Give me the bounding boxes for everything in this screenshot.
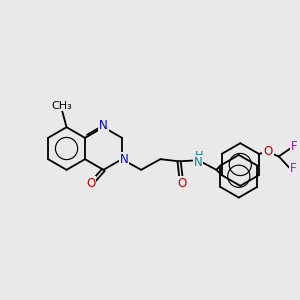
Text: N: N	[99, 119, 108, 132]
Text: F: F	[291, 140, 298, 153]
Text: N: N	[120, 153, 128, 166]
Text: H: H	[194, 151, 203, 161]
Text: O: O	[263, 145, 273, 158]
Text: O: O	[86, 177, 95, 190]
Text: N: N	[194, 156, 202, 169]
Text: CH₃: CH₃	[51, 100, 72, 111]
Text: F: F	[290, 163, 296, 176]
Text: O: O	[177, 176, 186, 190]
